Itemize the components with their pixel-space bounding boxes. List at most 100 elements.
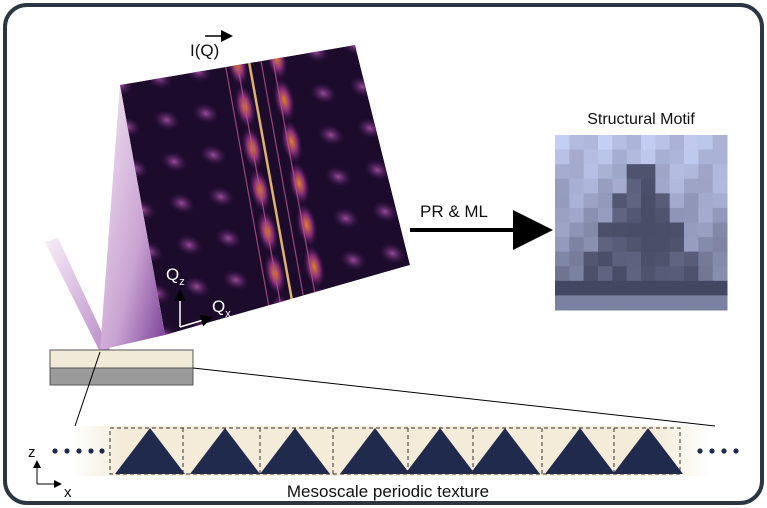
- motif-pixel: [698, 252, 713, 267]
- motif-pixel: [655, 164, 670, 179]
- z-label: z: [28, 444, 36, 461]
- motif-pixel: [555, 237, 570, 252]
- motif-pixel: [612, 135, 627, 150]
- motif-pixel: [612, 179, 627, 194]
- motif-pixel: [584, 223, 599, 238]
- motif-pixel: [569, 252, 584, 267]
- motif-pixel: [684, 223, 699, 238]
- motif-pixel: [612, 281, 627, 296]
- motif-pixel: [684, 237, 699, 252]
- motif-pixel: [713, 150, 728, 165]
- motif-pixel: [569, 281, 584, 296]
- motif-pixel: [641, 164, 656, 179]
- motif-pixel: [655, 150, 670, 165]
- motif-pixel: [670, 135, 685, 150]
- motif-pixel: [670, 281, 685, 296]
- motif-pixel: [555, 179, 570, 194]
- motif-pixel: [670, 179, 685, 194]
- motif-pixel: [627, 252, 642, 267]
- motif-pixel: [670, 223, 685, 238]
- motif-pixel: [641, 179, 656, 194]
- motif-pixel: [641, 135, 656, 150]
- motif-pixel: [555, 135, 570, 150]
- motif-pixel: [584, 295, 599, 310]
- motif-pixel: [598, 281, 613, 296]
- motif-pixel: [555, 223, 570, 238]
- motif-pixel: [555, 266, 570, 281]
- motif-pixel: [598, 266, 613, 281]
- motif-pixel: [612, 164, 627, 179]
- motif-pixel: [684, 179, 699, 194]
- figure: I(Q) Qz Qx PR & ML Structural Motif z x …: [0, 0, 767, 508]
- motif-pixel: [569, 193, 584, 208]
- motif-pixel: [670, 208, 685, 223]
- motif-pixel: [713, 252, 728, 267]
- motif-pixel: [684, 150, 699, 165]
- motif-pixel: [555, 208, 570, 223]
- motif-pixel: [584, 179, 599, 194]
- motif-pixel: [584, 150, 599, 165]
- motif-pixel: [684, 135, 699, 150]
- motif-pixel: [655, 223, 670, 238]
- texture-label: Mesoscale periodic texture: [287, 482, 489, 501]
- structural-motif: [555, 135, 728, 311]
- motif-pixel: [713, 135, 728, 150]
- motif-pixel: [612, 193, 627, 208]
- motif-pixel: [584, 164, 599, 179]
- motif-pixel: [655, 193, 670, 208]
- motif-pixel: [698, 281, 713, 296]
- motif-pixel: [555, 281, 570, 296]
- motif-pixel: [555, 252, 570, 267]
- motif-pixel: [713, 193, 728, 208]
- motif-pixel: [641, 208, 656, 223]
- motif-pixel: [641, 193, 656, 208]
- ellipsis-dot: [99, 448, 104, 453]
- motif-pixel: [698, 295, 713, 310]
- motif-pixel: [684, 164, 699, 179]
- motif-pixel: [684, 208, 699, 223]
- motif-pixel: [670, 237, 685, 252]
- motif-pixel: [569, 135, 584, 150]
- motif-pixel: [627, 193, 642, 208]
- motif-pixel: [584, 266, 599, 281]
- motif-pixel: [612, 252, 627, 267]
- motif-pixel: [627, 179, 642, 194]
- motif-pixel: [569, 295, 584, 310]
- motif-pixel: [641, 252, 656, 267]
- motif-pixel: [569, 164, 584, 179]
- motif-pixel: [569, 266, 584, 281]
- motif-pixel: [698, 135, 713, 150]
- intensity-label: I(Q): [190, 41, 219, 60]
- motif-pixel: [627, 295, 642, 310]
- motif-pixel: [584, 135, 599, 150]
- motif-pixel: [713, 281, 728, 296]
- motif-pixel: [641, 295, 656, 310]
- motif-pixel: [698, 150, 713, 165]
- arrow-label: PR & ML: [420, 202, 488, 221]
- motif-pixel: [612, 223, 627, 238]
- motif-pixel: [598, 193, 613, 208]
- motif-pixel: [627, 266, 642, 281]
- motif-pixel: [612, 208, 627, 223]
- motif-pixel: [684, 193, 699, 208]
- motif-pixel: [598, 237, 613, 252]
- motif-pixel: [598, 164, 613, 179]
- motif-pixel: [569, 223, 584, 238]
- motif-pixel: [670, 266, 685, 281]
- motif-pixel: [655, 252, 670, 267]
- motif-pixel: [655, 237, 670, 252]
- motif-pixel: [698, 266, 713, 281]
- ellipsis-dot: [733, 448, 738, 453]
- motif-pixel: [641, 223, 656, 238]
- motif-pixel: [569, 208, 584, 223]
- motif-pixel: [698, 223, 713, 238]
- ellipsis-dot: [52, 448, 57, 453]
- motif-pixel: [670, 252, 685, 267]
- motif-pixel: [713, 208, 728, 223]
- motif-pixel: [641, 281, 656, 296]
- motif-pixel: [713, 164, 728, 179]
- motif-pixel: [612, 295, 627, 310]
- motif-pixel: [684, 252, 699, 267]
- motif-pixel: [655, 135, 670, 150]
- ellipsis-dot: [64, 448, 69, 453]
